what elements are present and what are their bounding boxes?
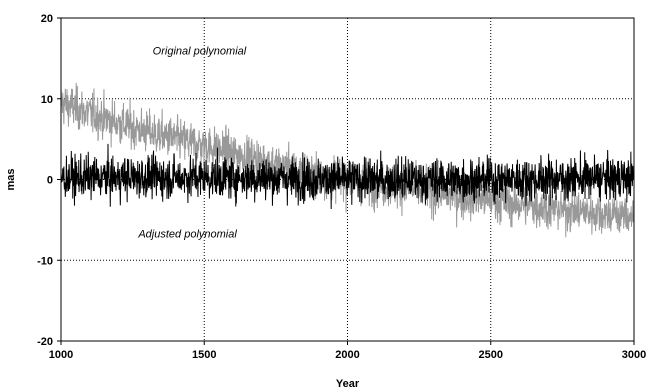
y-axis-title: mas: [5, 168, 17, 190]
x-tick-label: 2000: [335, 349, 359, 361]
annotations: Original polynomial Adjusted polynomial: [137, 45, 246, 240]
x-tick-label: 2500: [479, 349, 503, 361]
y-tick-label: -10: [37, 255, 53, 267]
y-tick-label: 10: [41, 94, 53, 106]
y-tick-label: -20: [37, 336, 53, 348]
x-tick-label: 3000: [622, 349, 646, 361]
x-tick-label: 1000: [49, 349, 73, 361]
annotation-2: Adjusted polynomial: [137, 229, 237, 241]
y-tick-label: 20: [41, 13, 53, 25]
tick-labels: 1000 1500 2000 2500 3000 -20 -10 0 10 20: [37, 13, 646, 361]
series-line-2: [60, 143, 635, 210]
series-group: [60, 82, 635, 238]
x-axis-title: Year: [336, 378, 360, 390]
x-tick-label: 1500: [192, 349, 216, 361]
y-tick-label: 0: [47, 175, 53, 187]
annotation-1: Original polynomial: [153, 45, 247, 57]
